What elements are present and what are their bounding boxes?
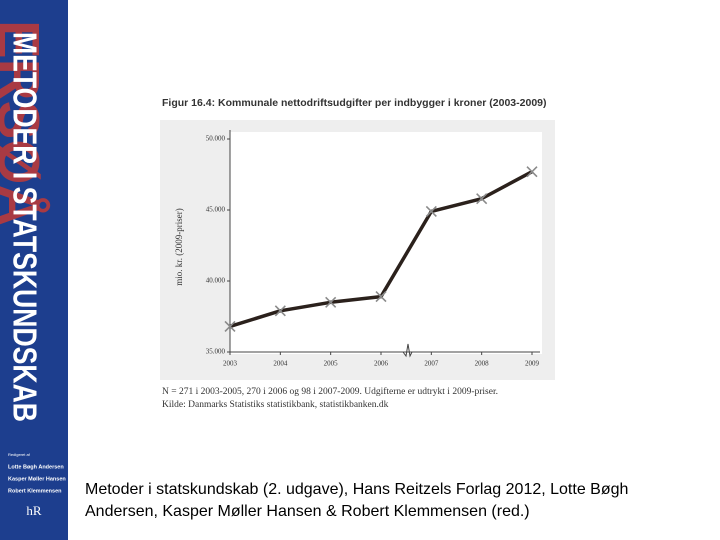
x-tick-label: 2003	[223, 360, 238, 368]
data-marker	[224, 320, 236, 333]
caption: Andersen, Kasper Møller Hansen & Robert …	[85, 503, 530, 520]
chart-note: Kilde: Danmarks Statistiks statistikbank…	[162, 400, 389, 410]
x-tick-label: 2004	[273, 360, 288, 368]
x-tick-label: 2009	[525, 360, 540, 368]
x-tick-label: 2007	[424, 360, 439, 368]
y-axis-label: mio. kr. (2009-priser)	[174, 208, 184, 285]
chart-note: N = 271 i 2003-2005, 270 i 2006 og 98 i …	[162, 386, 498, 397]
axis-break	[402, 343, 413, 358]
y-tick-label: 40.000	[206, 277, 226, 285]
data-marker	[425, 205, 437, 217]
data-marker	[375, 291, 387, 303]
chart-title: Figur 16.4: Kommunale nettodriftsudgifte…	[162, 97, 547, 109]
cover-editor: Lotte Bøgh Andersen	[8, 464, 64, 470]
y-tick-label: 50.000	[206, 135, 226, 143]
data-marker	[274, 305, 286, 317]
book-cover	[0, 0, 68, 540]
x-tick-label: 2005	[324, 360, 339, 368]
y-tick-label: 45.000	[206, 206, 226, 214]
cover-background-letters: ERSØÅ	[0, 20, 51, 226]
cover-title: METODER I STATSKUNDSKAB	[6, 32, 43, 422]
x-tick-label: 2008	[475, 360, 490, 368]
caption: Metoder i statskundskab (2. udgave), Han…	[85, 481, 628, 498]
plot-area	[230, 132, 542, 354]
data-marker	[526, 166, 538, 178]
data-marker	[476, 193, 488, 205]
cover-publisher: hR	[26, 503, 42, 518]
cover-edited-by: Redigeret af	[8, 452, 31, 457]
x-tick-label: 2006	[374, 360, 389, 368]
cover-editor: Robert Klemmensen	[8, 488, 62, 494]
data-marker	[325, 296, 337, 308]
cover-editor: Kasper Møller Hansen	[8, 476, 66, 482]
y-tick-label: 35.000	[206, 348, 226, 356]
